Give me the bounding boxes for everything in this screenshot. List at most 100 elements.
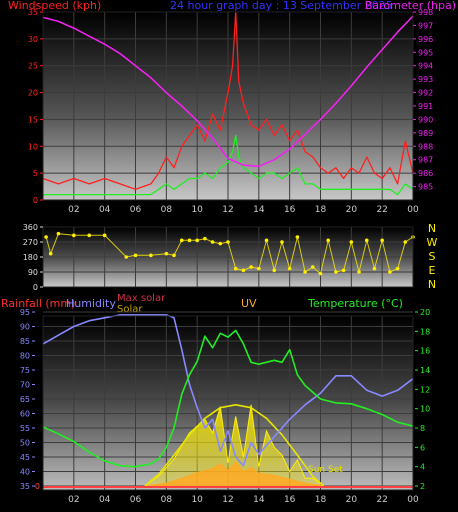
wind-x-tick-label: 20: [346, 205, 358, 215]
climate-x-tick-label: 02: [68, 495, 79, 505]
barometer-axis-label: Barometer (hpa): [365, 0, 456, 12]
climate-panel: Rainfall (mm) Humidity Max solar Solar U…: [1, 293, 430, 505]
wind-x-tick-label: 12: [222, 205, 233, 215]
wind-x-tick-label: 00: [407, 205, 419, 215]
climate-x-tick-label: 06: [130, 495, 142, 505]
windspeed-ticks: 0 5 10 15 20 25 30 35: [28, 8, 43, 205]
graph-header: 24 hour graph day : 13 September 2025: [170, 0, 393, 12]
windspeed-tick-label: 30: [28, 35, 38, 44]
windspeed-tick-label: 35: [28, 8, 38, 17]
temperature-tick-label: 8: [420, 424, 425, 433]
humidity-tick-label: 45: [20, 453, 30, 462]
legend-temperature: Temperature (°C): [307, 297, 403, 310]
humidity-tick-label: 65: [20, 395, 30, 404]
humidity-tick-label: 40: [20, 468, 30, 477]
temperature-tick-label: 6: [420, 443, 425, 452]
direction-point: [44, 235, 48, 239]
temperature-tick-label: 20: [420, 308, 430, 317]
barometer-ticks: 985 986 987 988 989 990 991 992 993 994 995 996 997 9…: [413, 8, 433, 192]
humidity-ticks: 35 40 45 50 55 60 65 70 75 80 85 90 95 0: [20, 308, 40, 491]
wind-x-tick-label: 10: [191, 205, 203, 215]
average-line: [43, 134, 414, 196]
climate-x-tick-label: 22: [376, 495, 387, 505]
barometer-tick-label: 986: [418, 169, 433, 178]
barometer-tick-label: 997: [418, 21, 433, 30]
direction-degree-tick-label: 90: [28, 268, 38, 277]
climate-x-tick-label: 18: [315, 495, 327, 505]
windspeed-tick-label: 25: [28, 62, 38, 71]
barometer-tick-label: 988: [418, 142, 433, 151]
temperature-tick-label: 12: [420, 385, 430, 394]
barometer-tick-label: 994: [418, 62, 433, 71]
climate-x-tick-label: 00: [407, 495, 419, 505]
climate-series: [42, 314, 414, 488]
wind-x-tick-label: 16: [284, 205, 296, 215]
barometer-tick-label: 998: [418, 8, 433, 17]
temperature-tick-label: 16: [420, 347, 430, 356]
barometer-tick-label: 993: [418, 75, 433, 84]
barometer-tick-label: 990: [418, 115, 433, 124]
wind-x-tick-label: 22: [376, 205, 387, 215]
climate-plot-frame: [42, 315, 414, 491]
barometer-tick-label: 996: [418, 35, 433, 44]
temperature-line: [42, 329, 414, 468]
humidity-tick-label: 60: [20, 410, 30, 419]
humidity-tick-label: 35: [20, 482, 30, 491]
wind-x-tick-label: 08: [161, 205, 173, 215]
legend-solar: Solar: [117, 304, 143, 315]
humidity-tick-label: 80: [20, 352, 30, 361]
climate-x-tick-label: 14: [253, 495, 265, 505]
windspeed-tick-label: 20: [28, 89, 38, 98]
wind-x-tick-label: 14: [253, 205, 265, 215]
compass-label: S: [429, 250, 436, 263]
barometer-tick-label: 989: [418, 129, 433, 138]
legend-humidity: Humidity: [66, 297, 116, 310]
barometer-tick-label: 992: [418, 89, 433, 98]
compass-label: N: [428, 278, 436, 291]
barometer-tick-label: 987: [418, 156, 433, 165]
humidity-tick-label: 85: [20, 337, 30, 346]
legend-rainfall: Rainfall (mm): [1, 297, 75, 310]
compass-label: E: [429, 264, 436, 277]
climate-x-tick-label: 04: [99, 495, 111, 505]
humidity-line: [42, 314, 414, 467]
direction-trace: [45, 233, 414, 275]
direction-degree-ticks: 0 90 180 270 360: [23, 223, 43, 292]
humidity-tick-label: 70: [20, 381, 30, 390]
compass-label: W: [427, 236, 438, 249]
climate-time-ticks: 02 04 06 08 10 12 14 16 18 20 22 00: [68, 495, 419, 505]
windspeed-tick-label: 5: [33, 169, 38, 178]
humidity-tick-label: 55: [20, 424, 30, 433]
temperature-tick-label: 10: [420, 405, 430, 414]
wind-series: [42, 11, 414, 196]
wind-x-tick-label: 04: [99, 205, 111, 215]
barometer-line: [42, 15, 414, 168]
barometer-tick-label: 991: [418, 102, 433, 111]
direction-degree-tick-label: 0: [33, 283, 38, 292]
windspeed-tick-label: 0: [33, 196, 38, 205]
humidity-tick-label: 90: [20, 323, 30, 332]
wind-x-tick-label: 18: [315, 205, 327, 215]
temperature-tick-label: 4: [420, 463, 425, 472]
humidity-tick-label: 95: [20, 308, 30, 317]
rainfall-tick-label: 0: [35, 482, 40, 491]
temperature-tick-label: 14: [420, 366, 430, 375]
legend-uv: UV: [241, 297, 257, 310]
compass-label: N: [428, 222, 436, 235]
wind-time-ticks: 02 04 06 08 10 12 14 16 18 20 22 00: [68, 205, 419, 215]
legend-max-solar: Max solar: [117, 293, 166, 304]
direction-degree-tick-label: 360: [23, 223, 38, 232]
climate-x-tick-label: 16: [284, 495, 296, 505]
climate-x-tick-label: 08: [161, 495, 173, 505]
uv-area: [144, 461, 324, 487]
wind-x-tick-label: 02: [68, 205, 79, 215]
max_solar-line: [144, 404, 325, 487]
temperature-ticks: 2 4 6 8 10 12 14 16 18 20: [415, 308, 430, 491]
windspeed-axis-label: Windspeed (kph): [8, 0, 101, 12]
gust-line: [42, 11, 414, 190]
